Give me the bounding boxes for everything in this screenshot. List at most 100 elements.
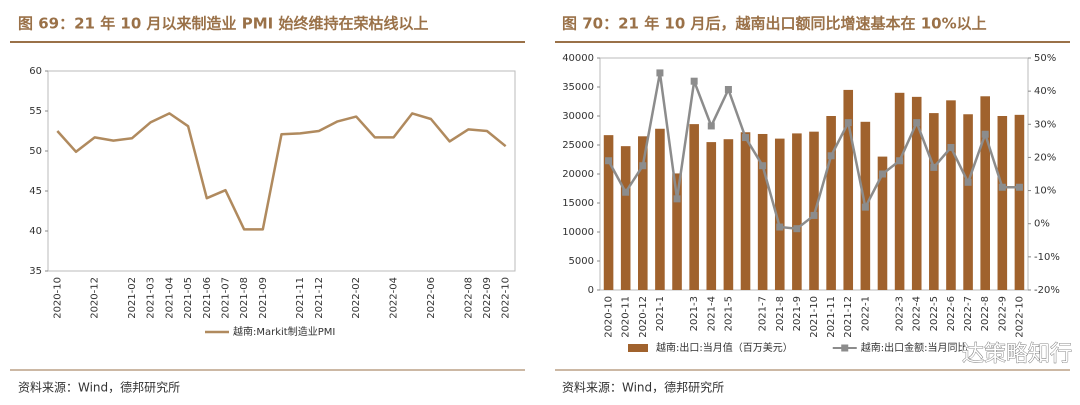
bar	[980, 96, 990, 290]
y2-tick-label: -10%	[1034, 252, 1060, 263]
y-tick-label: 35000	[562, 82, 594, 93]
x-tick-label: 2021-06	[202, 277, 213, 319]
x-tick-label: 2021-12	[843, 296, 854, 338]
x-tick-label: 2021-8	[775, 296, 786, 331]
x-tick-label: 2020-10	[52, 277, 63, 319]
y2-tick-label: 30%	[1034, 119, 1056, 130]
source: 资料来源：Wind，德邦研究所	[18, 380, 180, 395]
bar	[843, 89, 854, 291]
bar	[655, 128, 665, 290]
point	[878, 170, 886, 178]
x-tick-label: 2022-09	[482, 277, 493, 319]
point	[707, 122, 715, 130]
y-tick-label: 40	[29, 226, 42, 237]
x-tick-label: 2020-11	[621, 296, 632, 338]
legend-label: 越南:Markit制造业PMI	[233, 325, 335, 338]
point	[827, 152, 835, 160]
y-tick-label: 20000	[562, 169, 594, 180]
x-tick-label: 2022-9	[997, 296, 1008, 331]
point	[656, 69, 664, 77]
x-tick-label: 2022-06	[426, 277, 437, 319]
point	[724, 85, 732, 93]
point	[896, 157, 904, 165]
x-tick-label: 2022-5	[929, 296, 940, 331]
y-tick-label: 25000	[562, 140, 594, 151]
bar	[603, 135, 614, 290]
x-tick-label: 2021-1	[655, 296, 666, 331]
y2-tick-label: 20%	[1034, 152, 1056, 163]
source: 资料来源：Wind，德邦研究所	[562, 380, 724, 395]
x-tick-label: 2021-9	[792, 296, 803, 331]
x-tick-label: 2021-12	[314, 277, 325, 319]
bar	[894, 92, 905, 290]
point	[998, 183, 1006, 191]
bar	[706, 142, 717, 290]
bar	[826, 116, 836, 290]
bar	[689, 124, 699, 291]
y2-tick-label: -20%	[1034, 285, 1060, 296]
bar	[997, 116, 1008, 290]
bar	[774, 138, 785, 290]
watermark: 达策略知行	[962, 342, 1072, 367]
x-tick-label: 2020-12	[638, 296, 649, 338]
point	[742, 134, 750, 142]
point	[947, 143, 955, 151]
bar	[963, 114, 973, 290]
x-tick-label: 2022-8	[980, 296, 991, 331]
bar	[792, 133, 802, 290]
y-tick-label: 30000	[562, 111, 594, 122]
legend-label: 越南:出口金额:当月同比	[861, 341, 968, 354]
x-tick-label: 2020-10	[604, 296, 615, 338]
x-tick-label: 2022-4	[912, 296, 923, 331]
x-tick-label: 2021-3	[689, 296, 700, 331]
chart-title: 图 70：21 年 10 月后，越南出口额同比增速基本在 10%以上	[562, 15, 987, 33]
bar	[1014, 114, 1025, 290]
point	[776, 223, 784, 231]
y2-tick-label: 10%	[1034, 186, 1056, 197]
x-tick-label: 2022-10	[501, 277, 512, 319]
point	[844, 119, 852, 127]
y-tick-label: 60	[29, 66, 42, 77]
bar	[620, 146, 631, 290]
y-tick-label: 50	[29, 146, 42, 157]
point	[690, 77, 698, 85]
y-tick-label: 0	[588, 285, 594, 296]
x-tick-label: 2021-5	[723, 296, 734, 331]
x-tick-label: 2021-07	[220, 277, 231, 319]
point	[673, 195, 681, 203]
x-tick-label: 2022-6	[946, 296, 957, 331]
y2-tick-label: 50%	[1034, 53, 1056, 64]
y-tick-label: 45	[29, 186, 42, 197]
x-tick-label: 2022-3	[895, 296, 906, 331]
y-tick-label: 10000	[562, 227, 594, 238]
x-tick-label: 2022-08	[463, 277, 474, 319]
line	[56, 112, 507, 231]
point	[930, 163, 938, 171]
bar	[672, 173, 682, 290]
point	[759, 162, 767, 170]
x-tick-label: 2021-11	[826, 296, 837, 338]
point	[861, 203, 869, 211]
bar	[723, 139, 734, 290]
y-tick-label: 15000	[562, 198, 594, 209]
x-tick-label: 2021-08	[239, 277, 250, 319]
x-tick-label: 2021-11	[295, 277, 306, 319]
legend-swatch	[841, 344, 849, 352]
x-tick-label: 2021-02	[127, 277, 138, 319]
x-tick-label: 2022-1	[860, 296, 871, 331]
bar	[929, 113, 939, 290]
bar	[877, 156, 888, 290]
bar	[740, 132, 751, 290]
point	[793, 225, 801, 233]
point	[981, 130, 989, 138]
point	[810, 211, 818, 219]
x-tick-label: 2022-10	[1014, 296, 1025, 338]
bar	[911, 96, 922, 290]
y-tick-label: 40000	[562, 53, 594, 64]
y-tick-label: 35	[29, 266, 42, 277]
x-tick-label: 2020-12	[90, 277, 101, 319]
y2-tick-label: 0%	[1034, 219, 1050, 230]
x-tick-label: 2021-05	[183, 277, 194, 319]
point	[1015, 183, 1023, 191]
